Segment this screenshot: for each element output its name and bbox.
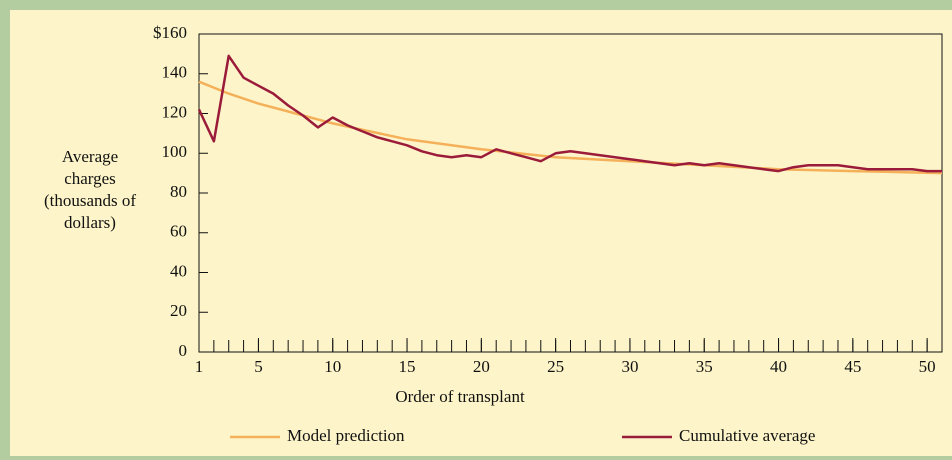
x-tick-label: 45 [844,357,861,376]
y-tick-label: 20 [170,301,187,320]
y-tick-label: 0 [179,341,188,360]
legend-label: Model prediction [287,426,405,445]
x-tick-label: 40 [770,357,787,376]
y-tick-label: 120 [162,102,188,121]
series-line [197,54,942,173]
x-tick-label: 35 [696,357,713,376]
x-tick-label: 5 [254,357,263,376]
x-tick-label: 25 [547,357,564,376]
x-tick-label: 10 [324,357,341,376]
x-tick-label: 1 [195,357,204,376]
y-axis-title: charges [64,169,116,188]
y-axis-title: Average [62,147,118,166]
legend-label: Cumulative average [679,426,815,445]
y-tick-label: $160 [153,23,187,42]
x-tick-label: 20 [473,357,490,376]
x-tick-label: 15 [399,357,416,376]
y-tick-label: 40 [170,261,187,280]
y-tick-label: 140 [162,63,188,82]
panel [10,10,952,456]
x-tick-label: 50 [919,357,936,376]
y-tick-label: 60 [170,222,187,241]
y-tick-label: 80 [170,182,187,201]
y-tick-label: 100 [162,142,188,161]
x-axis-title: Order of transplant [395,387,525,406]
x-tick-label: 30 [621,357,638,376]
y-axis-title: (thousands of [44,191,136,210]
y-axis-title: dollars) [64,213,116,232]
series-line [198,80,943,175]
